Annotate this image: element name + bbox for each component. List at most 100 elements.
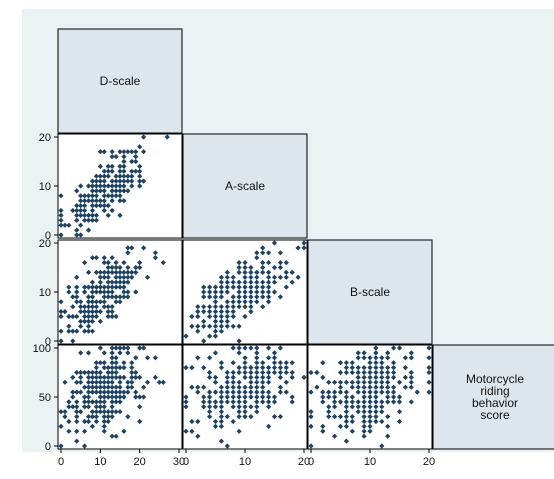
data-point [105, 279, 111, 285]
data-point [97, 374, 103, 380]
data-point [117, 299, 123, 305]
data-point [373, 394, 379, 400]
data-point [254, 399, 260, 405]
data-point [133, 158, 139, 165]
data-point [70, 338, 76, 344]
data-point [242, 299, 248, 305]
data-point [271, 289, 278, 295]
data-point [82, 284, 88, 290]
data-point [85, 227, 92, 233]
data-point [109, 360, 115, 366]
data-point [254, 369, 260, 376]
data-point [183, 428, 189, 434]
data-point [101, 418, 107, 425]
data-point [113, 389, 119, 395]
data-point [105, 193, 111, 199]
data-point [141, 245, 147, 251]
data-point [93, 399, 99, 405]
data-point [160, 379, 166, 385]
data-point [260, 279, 266, 285]
data-point [113, 394, 119, 400]
data-point [85, 193, 92, 199]
variable-label: B-scale [350, 285, 390, 299]
data-point [254, 379, 260, 385]
data-point [260, 264, 266, 271]
data-point [89, 379, 96, 385]
data-point [58, 232, 64, 238]
data-point [89, 414, 96, 420]
data-point [218, 294, 224, 300]
data-point [361, 379, 367, 385]
panel-b-scale-vs-d-scale [57, 239, 183, 345]
data-point [271, 264, 278, 271]
data-point [117, 345, 123, 351]
data-point [260, 294, 266, 300]
data-point [367, 409, 373, 415]
data-point [373, 414, 379, 420]
data-point [271, 240, 278, 246]
data-point [379, 389, 385, 395]
data-point [89, 384, 96, 390]
data-point [426, 365, 432, 371]
data-point [101, 350, 107, 356]
data-point [62, 309, 68, 315]
data-point [101, 299, 107, 305]
y-axis-motorcycle-riding-behavior-score: 0 50 100 [33, 343, 59, 453]
data-point [109, 374, 115, 380]
data-point [74, 212, 80, 218]
data-point [337, 369, 344, 376]
data-point [283, 389, 289, 395]
data-point [105, 163, 111, 169]
data-point [62, 222, 68, 228]
data-point [85, 379, 92, 385]
data-point [367, 374, 373, 380]
data-point [361, 418, 367, 425]
data-point [85, 269, 92, 275]
data-point [109, 183, 115, 189]
data-point [277, 369, 283, 376]
x-axis-a-scale: 0 10 20 [183, 448, 310, 468]
data-point [82, 207, 88, 214]
data-point [93, 409, 99, 415]
data-point [207, 304, 213, 310]
y-tick-label: 50 [39, 392, 51, 404]
data-point [101, 289, 107, 295]
data-point [289, 374, 295, 380]
data-point [218, 423, 224, 429]
data-point [113, 193, 119, 199]
data-point [224, 394, 230, 400]
data-point [385, 433, 391, 439]
data-point [266, 299, 272, 305]
data-point [125, 245, 131, 251]
data-point [109, 409, 115, 415]
data-point [101, 394, 107, 400]
data-point [70, 394, 76, 400]
data-point [97, 289, 103, 295]
data-point [93, 309, 99, 315]
data-point [289, 399, 295, 405]
data-point [97, 389, 103, 395]
data-point [66, 289, 72, 295]
data-point [89, 313, 96, 320]
data-point [266, 355, 272, 361]
data-point [379, 379, 385, 385]
data-point [183, 365, 189, 371]
data-point [396, 379, 403, 385]
data-point [271, 369, 278, 376]
data-point [373, 355, 379, 361]
data-point [195, 313, 201, 320]
data-point [332, 394, 338, 400]
data-point [97, 394, 103, 400]
data-point [78, 212, 84, 218]
data-point [129, 369, 135, 376]
data-point [212, 294, 219, 300]
data-point [355, 379, 361, 385]
data-point [125, 350, 131, 356]
data-point [224, 279, 230, 285]
data-point [89, 207, 96, 214]
data-point [254, 279, 260, 285]
data-point [141, 178, 147, 184]
data-point [355, 374, 361, 380]
data-point [117, 374, 123, 380]
data-point [137, 374, 143, 380]
